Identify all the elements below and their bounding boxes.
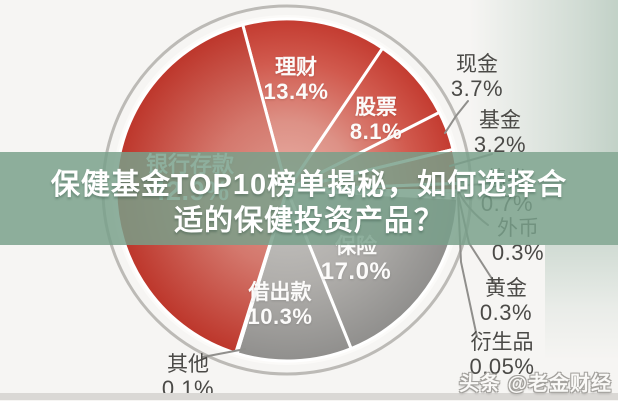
pie-label-loans-out: 借出款 10.3% xyxy=(247,281,313,329)
title-line-1: 保健基金TOP10榜单揭秘，如何选择合 xyxy=(50,169,568,201)
leader-line-other xyxy=(202,348,246,358)
pie-label-funds-value: 3.2% xyxy=(473,131,527,157)
pie-label-cash: 现金 3.7% xyxy=(450,53,504,101)
pie-label-stocks: 股票 8.1% xyxy=(349,96,403,144)
title-line-2: 适的保健投资产品？ xyxy=(173,205,444,237)
background-tint-top-right xyxy=(470,0,618,152)
pie-label-forex-value: 0.3% xyxy=(491,239,545,265)
pie-label-gold-value: 0.3% xyxy=(479,299,533,325)
pie-label-cash-value: 3.7% xyxy=(450,75,504,101)
watermark: 头条 @老金财经 xyxy=(458,373,612,395)
pie-slice-wealth-mgmt xyxy=(241,17,385,192)
pie-label-funds: 基金 3.2% xyxy=(473,109,527,157)
pie-label-loans-out-name: 借出款 xyxy=(248,281,312,304)
pie-label-derivatives-value: 0.05% xyxy=(469,353,535,379)
pie-label-other-name: 其他 xyxy=(167,353,209,376)
pie-label-gold: 黄金 0.3% xyxy=(479,277,533,325)
pie-label-loans-out-value: 10.3% xyxy=(247,303,313,329)
pie-label-wealth-mgmt-name: 理财 xyxy=(274,56,317,79)
title-overlay-band: 保健基金TOP10榜单揭秘，如何选择合 适的保健投资产品？ xyxy=(0,152,618,245)
background-tint-bottom-right xyxy=(545,245,618,360)
pie-label-stocks-value: 8.1% xyxy=(349,118,403,144)
leader-line-cash xyxy=(444,100,469,134)
pie-label-stocks-name: 股票 xyxy=(355,96,397,119)
pie-slice-loans-out xyxy=(235,188,353,363)
pie-label-wealth-mgmt-value: 13.4% xyxy=(263,78,329,104)
pie-label-cash-name: 现金 xyxy=(456,53,498,76)
pie-label-derivatives: 衍生品 0.05% xyxy=(469,331,535,379)
pie-label-insurance-value: 17.0% xyxy=(320,257,392,285)
pie-label-gold-name: 黄金 xyxy=(485,277,527,300)
pie-label-funds-name: 基金 xyxy=(479,109,521,132)
pie-label-wealth-mgmt: 理财 13.4% xyxy=(263,56,329,104)
pie-label-derivatives-name: 衍生品 xyxy=(470,331,534,354)
bottom-strip xyxy=(0,393,618,400)
